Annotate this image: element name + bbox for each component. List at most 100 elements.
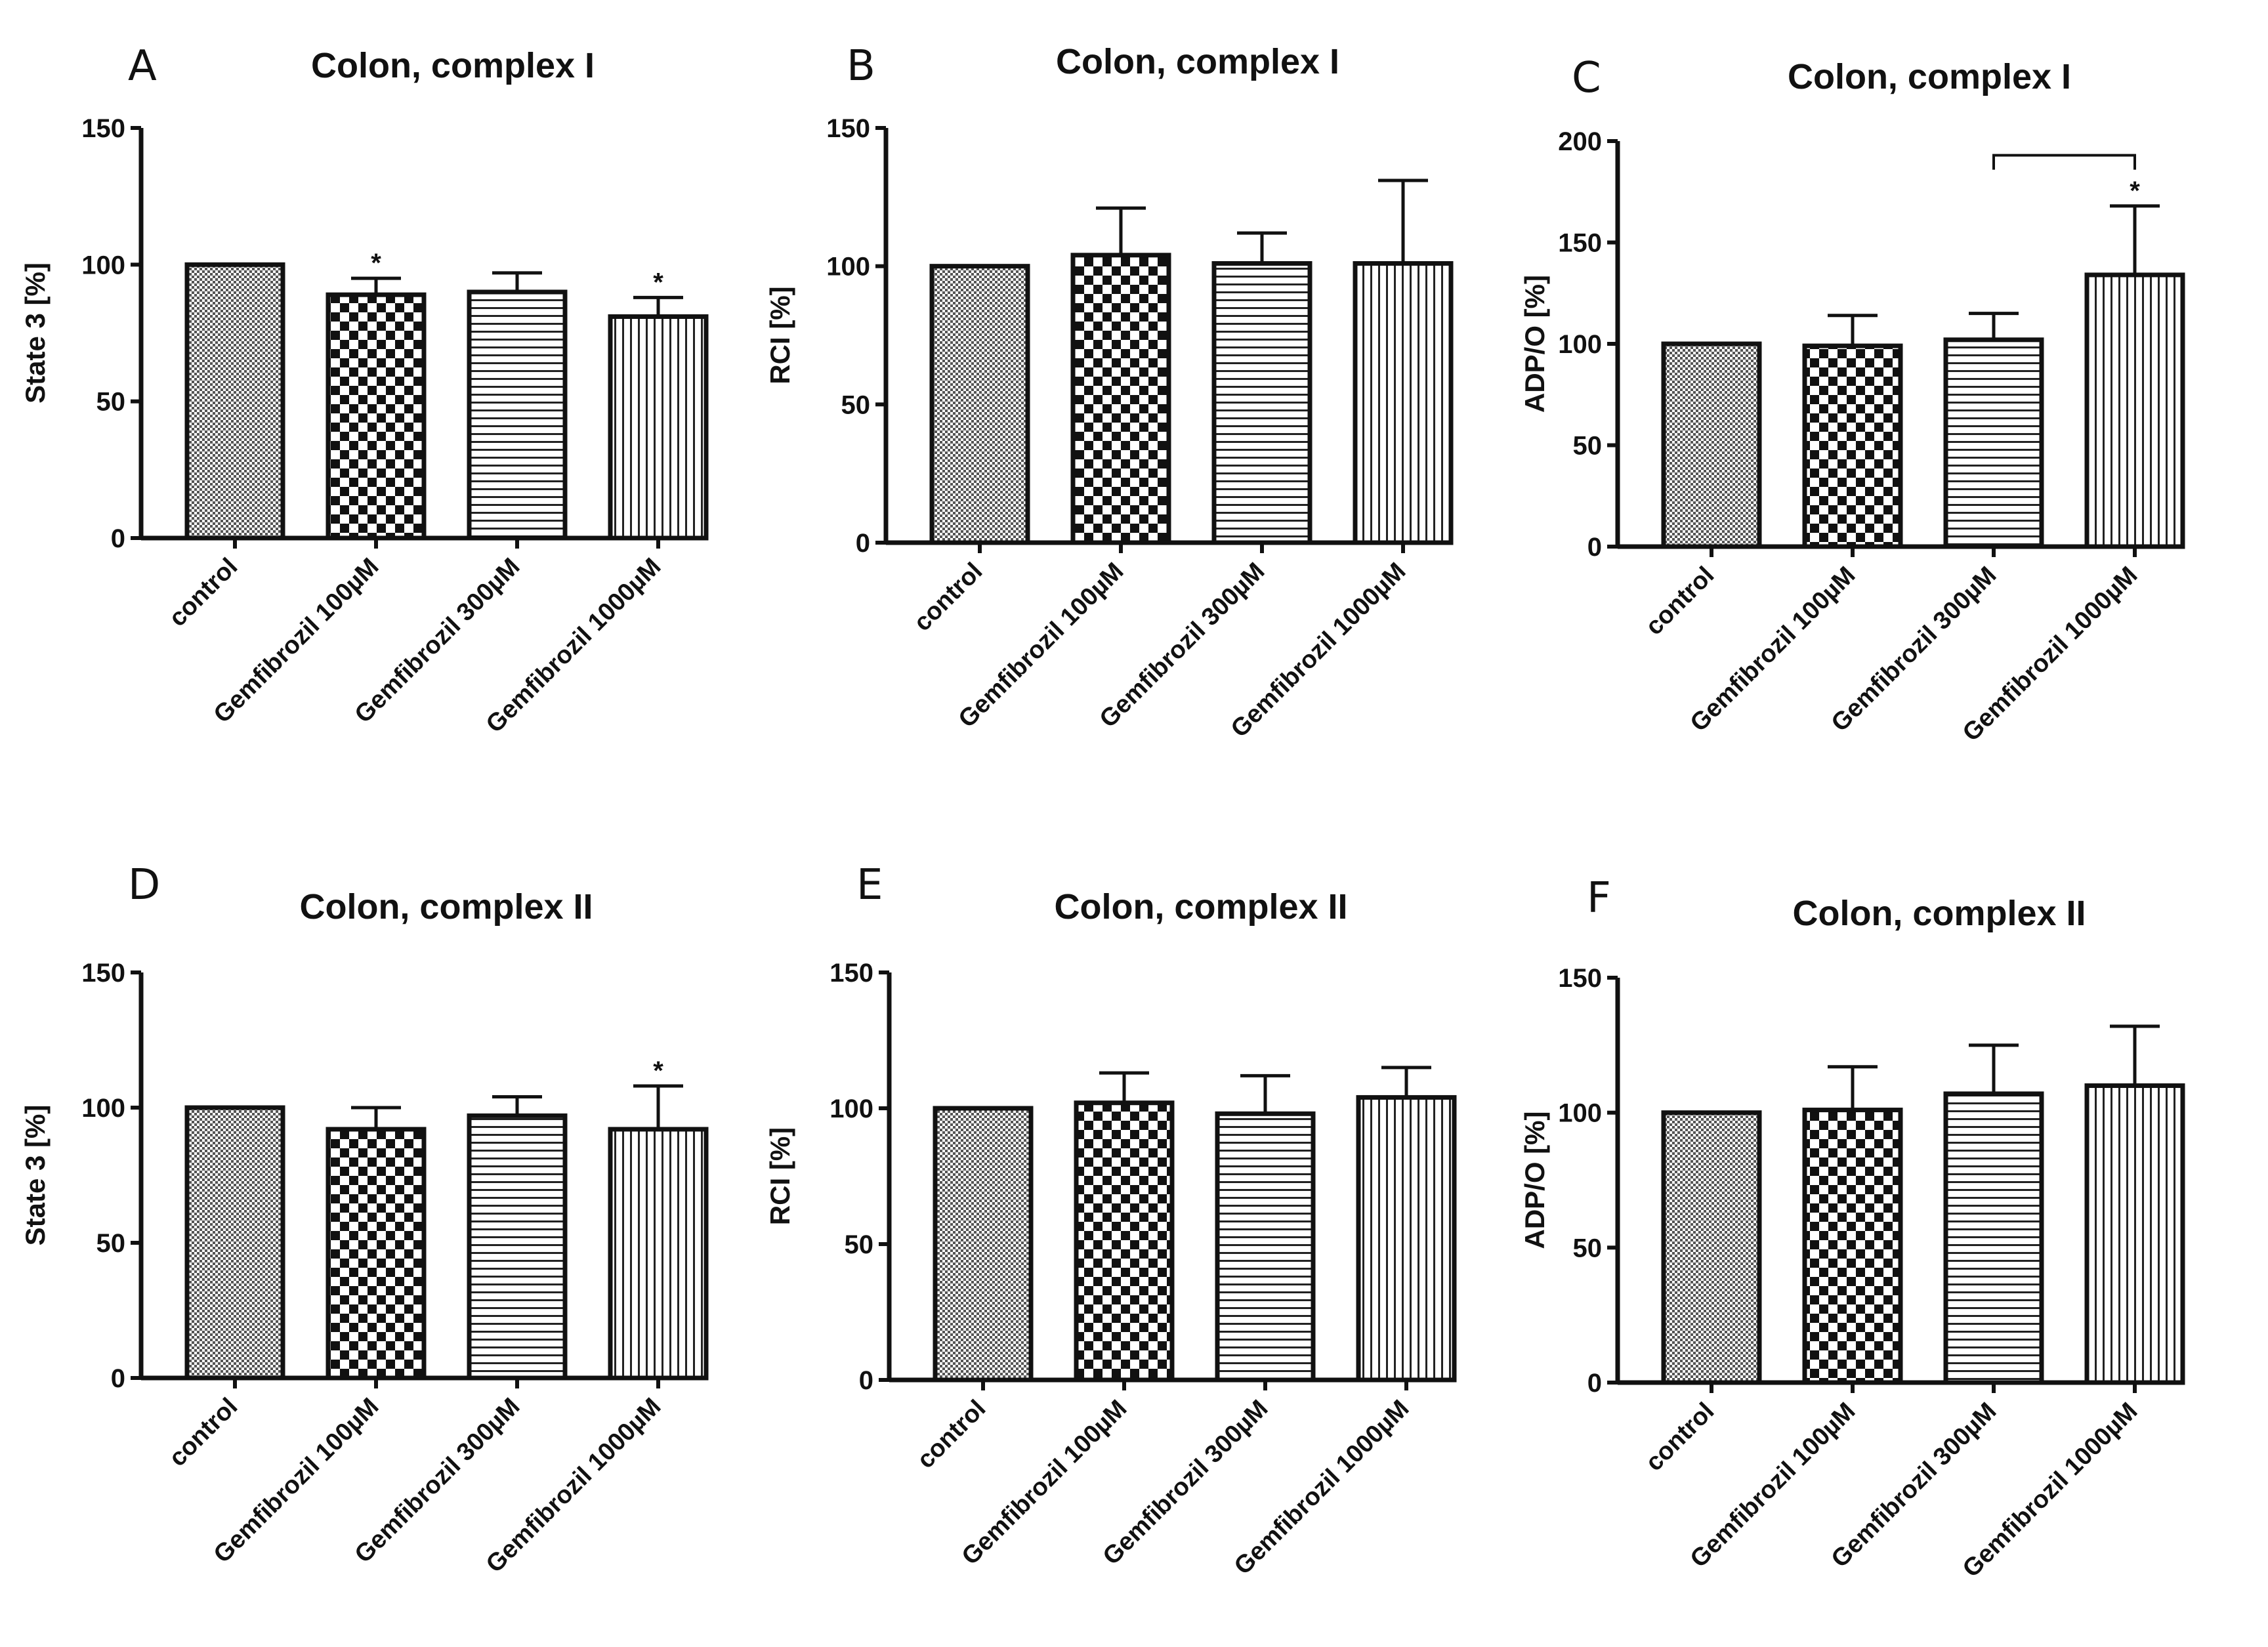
panel-c: C Colon, complex I ADP/O [%] * 0 50 100 150 200 c… bbox=[1519, 54, 2185, 747]
bar-e-3 bbox=[1215, 1111, 1316, 1383]
x-category-label-b-1: control bbox=[909, 558, 988, 637]
error-bar-f-3 bbox=[1969, 1043, 2019, 1094]
error-bar-c-4 bbox=[2110, 204, 2160, 275]
panel-letter-b: B bbox=[847, 42, 875, 91]
error-bar-d-3 bbox=[492, 1095, 542, 1116]
panel-letter-d: D bbox=[128, 861, 160, 909]
y-tick-label-c-200: 200 bbox=[1558, 127, 1602, 156]
y-axis-title-b: RCI [%] bbox=[765, 286, 795, 384]
error-bar-a-4 bbox=[633, 295, 683, 317]
error-bar-e-2 bbox=[1099, 1071, 1149, 1103]
y-tick-label-f-0: 0 bbox=[1587, 1369, 1602, 1398]
bar-a-2 bbox=[326, 292, 427, 541]
y-tick-label-e-50: 50 bbox=[845, 1230, 874, 1259]
y-axis-title-d: State 3 [%] bbox=[20, 1105, 51, 1246]
y-tick-label-d-0: 0 bbox=[111, 1364, 125, 1393]
error-bar-b-4 bbox=[1378, 178, 1428, 264]
panel-letter-e: E bbox=[856, 861, 883, 909]
bar-f-2 bbox=[1802, 1108, 1903, 1385]
significance-star-a-1: * bbox=[371, 249, 381, 278]
significance-star-d-1: * bbox=[653, 1056, 663, 1085]
y-tick-label-b-50: 50 bbox=[841, 390, 871, 419]
panel-title-b: Colon, complex I bbox=[1056, 42, 1339, 81]
bar-f-4 bbox=[2084, 1083, 2185, 1385]
bar-c-1 bbox=[1661, 341, 1762, 549]
y-tick-label-c-50: 50 bbox=[1573, 432, 1603, 461]
panel-title-c: Colon, complex I bbox=[1788, 57, 2071, 96]
bar-f-3 bbox=[1943, 1091, 2044, 1385]
panel-f: F Colon, complex II ADP/O [%] 0 50 100 150 cont… bbox=[1519, 874, 2185, 1583]
bar-b-2 bbox=[1070, 253, 1171, 545]
bar-a-3 bbox=[467, 289, 568, 541]
panel-title-a: Colon, complex I bbox=[311, 46, 595, 85]
significance-star-a-2: * bbox=[653, 268, 663, 297]
panel-d: D Colon, complex II State 3 [%] * 0 50 100 150 c… bbox=[20, 861, 709, 1578]
error-bar-e-4 bbox=[1381, 1066, 1431, 1098]
bar-e-2 bbox=[1074, 1100, 1175, 1383]
y-tick-label-a-100: 100 bbox=[81, 251, 125, 280]
bar-d-1 bbox=[184, 1105, 285, 1381]
error-bar-d-4 bbox=[633, 1084, 683, 1129]
bar-a-4 bbox=[608, 314, 709, 541]
y-tick-label-f-150: 150 bbox=[1558, 964, 1602, 993]
y-tick-label-b-0: 0 bbox=[856, 529, 870, 558]
bar-d-3 bbox=[467, 1113, 568, 1381]
bar-a-1 bbox=[184, 262, 285, 541]
x-category-label-c-1: control bbox=[1641, 562, 1720, 641]
error-bar-e-3 bbox=[1240, 1074, 1290, 1114]
significance-star-c-1: * bbox=[2130, 177, 2140, 205]
y-tick-label-c-0: 0 bbox=[1587, 533, 1602, 562]
panel-e: E Colon, complex II RCI [%] 0 50 100 150 contro… bbox=[765, 861, 1457, 1580]
panel-b: B Colon, complex I RCI [%] 0 50 100 150 control… bbox=[765, 42, 1454, 743]
y-axis-title-e: RCI [%] bbox=[765, 1127, 795, 1225]
bar-b-4 bbox=[1353, 261, 1454, 545]
error-bar-a-2 bbox=[351, 276, 401, 295]
y-tick-label-d-100: 100 bbox=[81, 1094, 125, 1123]
panel-title-d: Colon, complex II bbox=[299, 887, 593, 927]
x-category-label-d-1: control bbox=[164, 1393, 243, 1472]
y-tick-label-f-100: 100 bbox=[1558, 1099, 1602, 1128]
y-tick-label-c-100: 100 bbox=[1558, 330, 1602, 359]
y-tick-label-a-150: 150 bbox=[81, 114, 125, 143]
panel-letter-c: C bbox=[1572, 54, 1601, 102]
y-tick-label-b-100: 100 bbox=[826, 253, 870, 281]
error-bar-b-3 bbox=[1237, 231, 1287, 264]
bar-d-2 bbox=[326, 1127, 427, 1381]
bar-e-1 bbox=[933, 1106, 1034, 1383]
error-bar-f-4 bbox=[2110, 1024, 2160, 1086]
panel-letter-a: A bbox=[128, 42, 157, 91]
error-bar-c-2 bbox=[1828, 314, 1878, 346]
bar-f-1 bbox=[1661, 1110, 1762, 1385]
error-bar-c-3 bbox=[1969, 312, 2019, 340]
y-axis-title-a: State 3 [%] bbox=[20, 262, 51, 404]
y-tick-label-b-150: 150 bbox=[826, 114, 870, 143]
panel-letter-f: F bbox=[1587, 874, 1611, 923]
error-bar-f-2 bbox=[1828, 1065, 1878, 1110]
bar-e-4 bbox=[1356, 1095, 1457, 1383]
y-tick-label-e-0: 0 bbox=[859, 1366, 873, 1395]
x-category-label-a-1: control bbox=[164, 553, 243, 633]
bar-c-2 bbox=[1802, 343, 1903, 549]
x-category-label-f-1: control bbox=[1641, 1398, 1720, 1477]
y-tick-label-e-100: 100 bbox=[830, 1095, 873, 1123]
y-axis-title-c: ADP/O [%] bbox=[1519, 275, 1550, 413]
panel-title-f: Colon, complex II bbox=[1792, 894, 2086, 933]
y-tick-label-d-50: 50 bbox=[96, 1229, 126, 1258]
y-tick-label-c-150: 150 bbox=[1558, 229, 1602, 258]
y-tick-label-e-150: 150 bbox=[830, 959, 873, 988]
x-category-label-e-1: control bbox=[912, 1395, 992, 1474]
bar-b-3 bbox=[1211, 261, 1312, 545]
y-tick-label-d-150: 150 bbox=[81, 959, 125, 988]
y-tick-label-a-0: 0 bbox=[111, 524, 125, 553]
error-bar-b-2 bbox=[1096, 206, 1146, 255]
error-bar-a-3 bbox=[492, 271, 542, 292]
y-tick-label-f-50: 50 bbox=[1573, 1234, 1603, 1262]
panel-title-e: Colon, complex II bbox=[1054, 887, 1347, 927]
bar-d-4 bbox=[608, 1127, 709, 1381]
y-tick-label-a-50: 50 bbox=[96, 388, 126, 417]
significance-bracket-c bbox=[1992, 154, 2136, 170]
bar-c-4 bbox=[2084, 272, 2185, 549]
error-bar-d-2 bbox=[351, 1106, 401, 1129]
bar-c-3 bbox=[1943, 337, 2044, 549]
